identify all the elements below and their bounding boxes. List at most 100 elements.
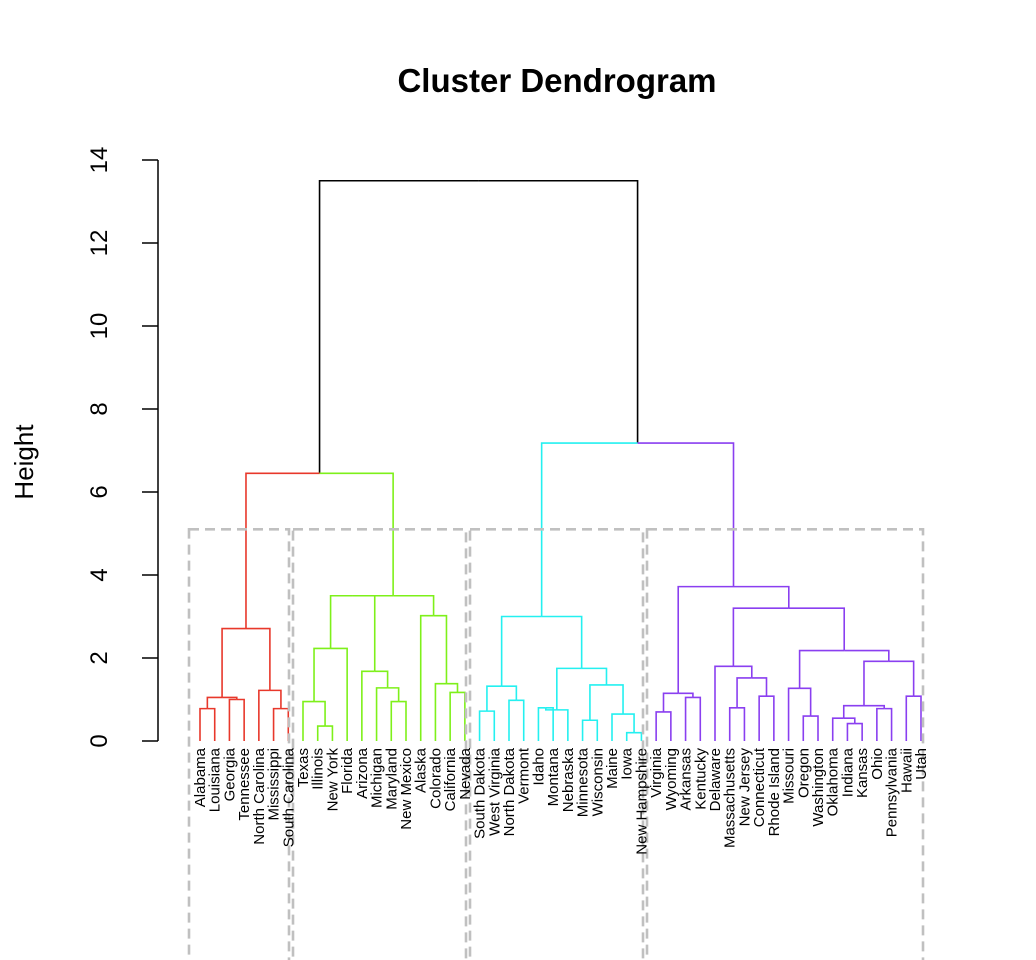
dendrogram-link	[374, 670, 389, 688]
leaf-label: Massachusetts	[722, 748, 739, 848]
leaf-label: Idaho	[530, 748, 547, 786]
dendrogram-link	[737, 706, 746, 741]
dendrogram-link	[842, 704, 864, 719]
dendrogram-link	[913, 695, 922, 741]
leaf-label: Connecticut	[751, 747, 768, 827]
leaf-label: Minnesota	[575, 747, 592, 817]
dendrogram-link	[799, 687, 812, 717]
leaf-label: Arkansas	[678, 748, 695, 811]
leaf-label: Maine	[604, 748, 621, 789]
leaf-label: Rhode Island	[766, 748, 783, 836]
cluster-1-cut-box	[187, 528, 291, 960]
leaf-label: Kentucky	[692, 748, 709, 810]
leaf-label: Arizona	[354, 747, 371, 799]
dendrogram-link	[457, 691, 466, 741]
cluster-2-cut-box	[291, 528, 468, 960]
dendrogram-link	[540, 442, 638, 617]
dendrogram-link	[302, 700, 315, 741]
dendrogram-link	[393, 594, 435, 616]
dendrogram-link	[556, 667, 582, 710]
dendrogram-link	[606, 684, 624, 715]
dendrogram-link	[810, 715, 819, 741]
dendrogram-link	[714, 665, 734, 741]
dendrogram-link	[433, 614, 448, 684]
dendrogram-link	[798, 649, 845, 689]
dendrogram-link	[325, 725, 334, 741]
leaf-label: Illinois	[310, 748, 327, 790]
dendrogram-link	[634, 731, 643, 741]
dendrogram-link	[446, 682, 459, 693]
leaf-label: Texas	[295, 748, 312, 787]
dendrogram-link	[611, 713, 624, 741]
dendrogram-link	[623, 713, 635, 733]
dendrogram-link	[486, 685, 502, 712]
leaf-label: Iowa	[619, 747, 636, 779]
leaf-label: New York	[324, 748, 341, 812]
dendrogram-link	[545, 706, 554, 741]
leaf-label: Ohio	[869, 748, 886, 780]
leaf-label: Nevada	[457, 747, 474, 799]
dendrogram-link	[541, 615, 583, 669]
dendrogram-link	[316, 725, 326, 741]
dendrogram-link	[751, 677, 768, 697]
dendrogram-link	[272, 707, 281, 741]
leaf-label: Alaska	[413, 747, 430, 793]
cluster-4-cut-box	[645, 528, 925, 960]
leaf-label: Michigan	[369, 748, 386, 808]
dendrogram-link	[375, 687, 388, 741]
dendrogram-link	[352, 594, 376, 672]
leaf-label: Montana	[545, 747, 562, 806]
dendrogram-link	[319, 472, 394, 596]
leaf-label: Colorado	[427, 748, 444, 809]
leaf-label: Utah	[913, 748, 930, 780]
dendrogram-link	[888, 660, 915, 697]
dendrogram-link	[313, 647, 331, 702]
leaf-label: Oklahoma	[825, 747, 842, 816]
dendrogram-link	[736, 677, 752, 708]
dendrogram-link	[330, 647, 348, 741]
dendrogram-link	[398, 700, 407, 741]
leaf-label: New Jersey	[736, 748, 753, 827]
dendrogram-link	[199, 707, 208, 741]
dendrogram-link	[846, 722, 855, 741]
dendrogram-link	[516, 699, 525, 741]
chart-title: Cluster Dendrogram	[397, 62, 716, 99]
dendrogram-link	[478, 179, 639, 444]
dendrogram-link	[854, 722, 863, 741]
dendrogram-link	[581, 667, 608, 685]
dendrogram-link	[269, 689, 282, 709]
dendrogram-link	[884, 707, 893, 741]
dendrogram-link	[733, 665, 753, 678]
leaf-label: Louisiana	[207, 747, 224, 812]
dendrogram-link	[589, 684, 607, 721]
dendrogram-link	[692, 696, 702, 741]
dendrogram-link	[537, 706, 546, 741]
leaf-label: Maryland	[383, 748, 400, 810]
leaf-label: West Virginia	[486, 747, 503, 835]
dendrogram-link	[245, 472, 320, 629]
dendrogram-link	[876, 707, 885, 741]
leaf-label: Kansas	[854, 748, 871, 798]
y-tick-label: 14	[86, 147, 113, 174]
y-tick-label: 6	[86, 485, 113, 498]
y-tick-label: 0	[86, 734, 113, 747]
dendrogram-link	[318, 179, 479, 474]
dendrogram-link	[831, 717, 844, 741]
dendrogram-link	[387, 687, 400, 702]
dendrogram-link	[678, 692, 694, 698]
y-tick-label: 12	[86, 230, 113, 257]
cluster-3-cut-box	[468, 528, 645, 960]
leaf-label: Missouri	[781, 748, 798, 804]
leaf-label: Wyoming	[663, 748, 680, 810]
dendrogram-link	[478, 710, 487, 741]
leaf-label: Delaware	[707, 748, 724, 811]
dendrogram-link	[258, 689, 270, 741]
dendrogram-link	[802, 715, 811, 741]
leaf-label: Pennsylvania	[884, 747, 901, 837]
dendrogram-link	[787, 687, 800, 741]
dendrogram-link	[863, 704, 886, 709]
dendrogram-link	[844, 649, 890, 662]
leaf-label: Alabama	[192, 747, 209, 807]
